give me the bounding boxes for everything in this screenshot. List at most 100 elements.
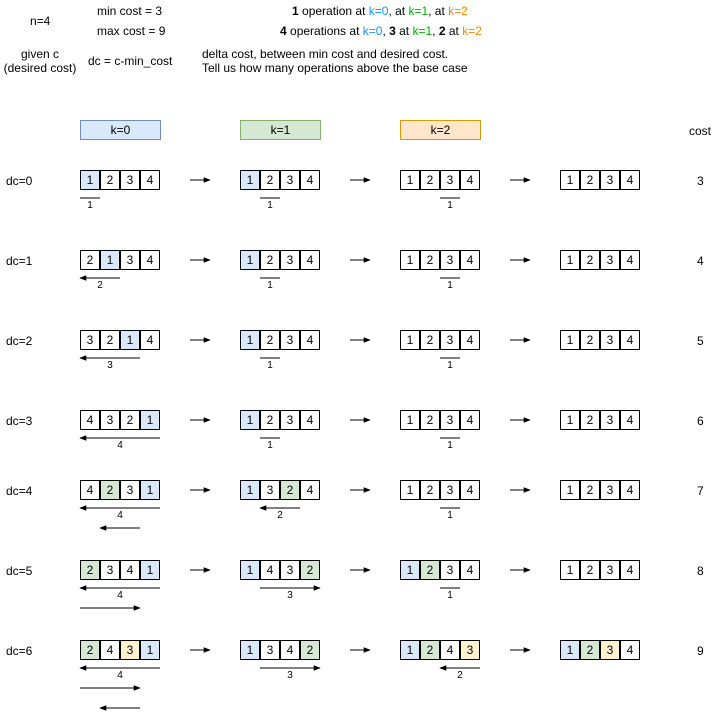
array-cell: 4 [260,560,280,580]
array-cell: 1 [560,410,580,430]
array-cell: 4 [460,480,480,500]
four-sep1: , [382,24,390,38]
array-cell: 2 [300,640,320,660]
dc-formula: dc = c-min_cost [88,54,173,68]
operation-count: 1 [87,200,93,211]
array-cell: 1 [140,560,160,580]
array-cell: 3 [440,410,460,430]
four-op-text: operations at [286,24,363,38]
array-cell: 4 [300,250,320,270]
array-cell: 2 [300,560,320,580]
operation-count: 3 [287,670,293,681]
four-sep2: , [432,24,439,38]
cost-value: 4 [697,254,704,268]
array-cell: 3 [100,560,120,580]
column-header-cost: cost [689,124,712,138]
array-cell: 4 [620,560,640,580]
array-cell: 2 [580,250,600,270]
operation-count: 1 [267,280,273,291]
array-cell: 4 [460,560,480,580]
delta-description-1: delta cost, between min cost and desired… [202,47,449,61]
array-cell: 1 [400,480,420,500]
four-at1: at [395,24,413,38]
operation-count: 3 [107,360,113,371]
array-cell: 1 [560,560,580,580]
array-cell: 4 [620,410,640,430]
array-cell: 2 [260,250,280,270]
array-cell: 4 [100,640,120,660]
operation-count: 4 [117,590,123,601]
operation-count: 4 [117,670,123,681]
cost-value: 7 [697,484,704,498]
operation-count: 1 [447,590,453,601]
operation-count: 1 [447,200,453,211]
array-cell: 1 [400,330,420,350]
max-cost-label: max cost = 9 [97,24,166,38]
four-k0: k=0 [362,24,383,38]
array-cell: 1 [560,640,580,660]
array-cell: 4 [620,330,640,350]
array-cell: 3 [460,640,480,660]
array-cell: 4 [620,480,640,500]
array-cell: 2 [260,170,280,190]
column-header-k1: k=1 [240,120,321,140]
array-cell: 3 [600,330,620,350]
array-cell: 1 [560,170,580,190]
one-op-text: operation at [298,4,369,18]
array-cell: 2 [100,480,120,500]
array-cell: 2 [580,170,600,190]
array-cell: 4 [140,250,160,270]
column-header-k0: k=0 [80,120,161,140]
array-cell: 3 [260,640,280,660]
array-cell: 1 [240,410,260,430]
array-cell: 2 [260,330,280,350]
array-cell: 4 [460,170,480,190]
array-cell: 3 [440,560,460,580]
array-cell: 4 [440,640,460,660]
array-cell: 2 [580,330,600,350]
operation-count: 1 [447,280,453,291]
dc-label: dc=0 [6,174,33,188]
array-cell: 1 [560,330,580,350]
four-k1: k=1 [412,24,433,38]
array-cell: 3 [280,410,300,430]
array-cell: 3 [600,560,620,580]
array-cell: 2 [100,330,120,350]
one-count: 1 [292,4,299,18]
one-operation-line: 1 operation at k=0, at k=1, at k=2 [292,4,468,18]
operation-count: 2 [277,510,283,521]
array-cell: 1 [140,640,160,660]
array-cell: 2 [580,480,600,500]
dc-label: dc=4 [6,484,33,498]
array-cell: 1 [560,250,580,270]
array-cell: 1 [140,410,160,430]
array-cell: 1 [560,480,580,500]
array-cell: 4 [80,480,100,500]
four-at2: at [445,24,463,38]
operation-count: 1 [267,440,273,451]
dc-label: dc=5 [6,564,33,578]
one-k2: k=2 [448,4,468,18]
one-sep1: , at [388,4,409,18]
dc-label: dc=3 [6,414,33,428]
operation-count: 4 [117,440,123,451]
array-cell: 3 [440,250,460,270]
operation-count: 1 [447,440,453,451]
array-cell: 3 [120,250,140,270]
array-cell: 3 [100,410,120,430]
n-label: n=4 [30,14,51,28]
array-cell: 1 [240,640,260,660]
min-cost-label: min cost = 3 [97,4,163,18]
array-cell: 1 [240,480,260,500]
cost-value: 9 [697,644,704,658]
array-cell: 3 [260,480,280,500]
dc-label: dc=1 [6,254,33,268]
array-cell: 4 [460,410,480,430]
array-cell: 1 [240,250,260,270]
array-cell: 2 [580,410,600,430]
four-operations-line: 4 operations at k=0, 3 at k=1, 2 at k=2 [280,24,482,38]
array-cell: 3 [600,410,620,430]
array-cell: 3 [600,640,620,660]
four-k2: k=2 [462,24,482,38]
